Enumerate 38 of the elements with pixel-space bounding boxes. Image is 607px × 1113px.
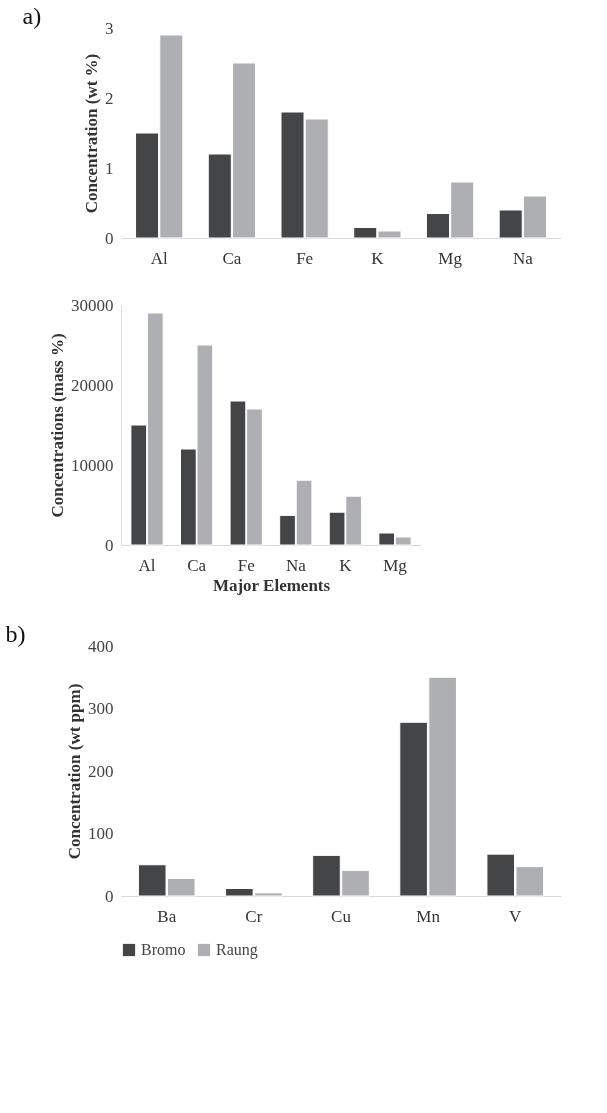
x-tick-label: Fe (237, 555, 255, 575)
legend-label: Bromo (141, 941, 186, 958)
chart-title: a) (22, 3, 42, 29)
y-tick-label: 10000 (71, 455, 114, 475)
y-tick-label: 3 (105, 18, 114, 38)
y-tick-label: 30000 (71, 295, 114, 315)
chart-title: b) (5, 621, 26, 647)
y-tick-label: 1 (105, 158, 114, 178)
y-tick-label: 0 (105, 228, 114, 248)
x-tick-label: Al (138, 555, 156, 575)
y-tick-label: 20000 (71, 375, 114, 395)
y-tick-label: 0 (105, 535, 114, 555)
x-tick-label: Ca (187, 555, 207, 575)
x-tick-label: Ca (222, 248, 242, 268)
y-tick-label: 400 (88, 636, 114, 656)
x-tick-label: Cr (245, 906, 263, 926)
legend-label: Raung (216, 941, 258, 959)
x-tick-label: Mn (416, 906, 441, 926)
y-axis-title: Concentrations (mass %) (48, 333, 67, 518)
y-tick-label: 200 (88, 761, 114, 781)
x-tick-label: Mg (438, 248, 463, 268)
x-tick-label: Ba (157, 906, 177, 926)
x-tick-label: Na (512, 248, 534, 268)
x-tick-label: Fe (296, 248, 314, 268)
x-tick-label: Cu (331, 906, 352, 926)
x-tick-label: V (509, 906, 523, 926)
x-tick-label: K (371, 248, 385, 268)
y-tick-label: 0 (105, 886, 114, 906)
x-axis-title: Major Elements (212, 575, 331, 595)
x-tick-label: K (339, 555, 353, 575)
y-tick-label: 100 (88, 824, 114, 843)
y-tick-label: 2 (105, 88, 114, 108)
y-tick-label: 300 (88, 699, 114, 718)
y-axis-title: Concentration (wt %) (82, 53, 101, 214)
x-tick-label: Na (285, 555, 307, 575)
x-tick-label: Mg (383, 555, 408, 575)
x-tick-label: Al (150, 248, 168, 268)
y-axis-title: Concentration (wt ppm) (65, 683, 84, 860)
